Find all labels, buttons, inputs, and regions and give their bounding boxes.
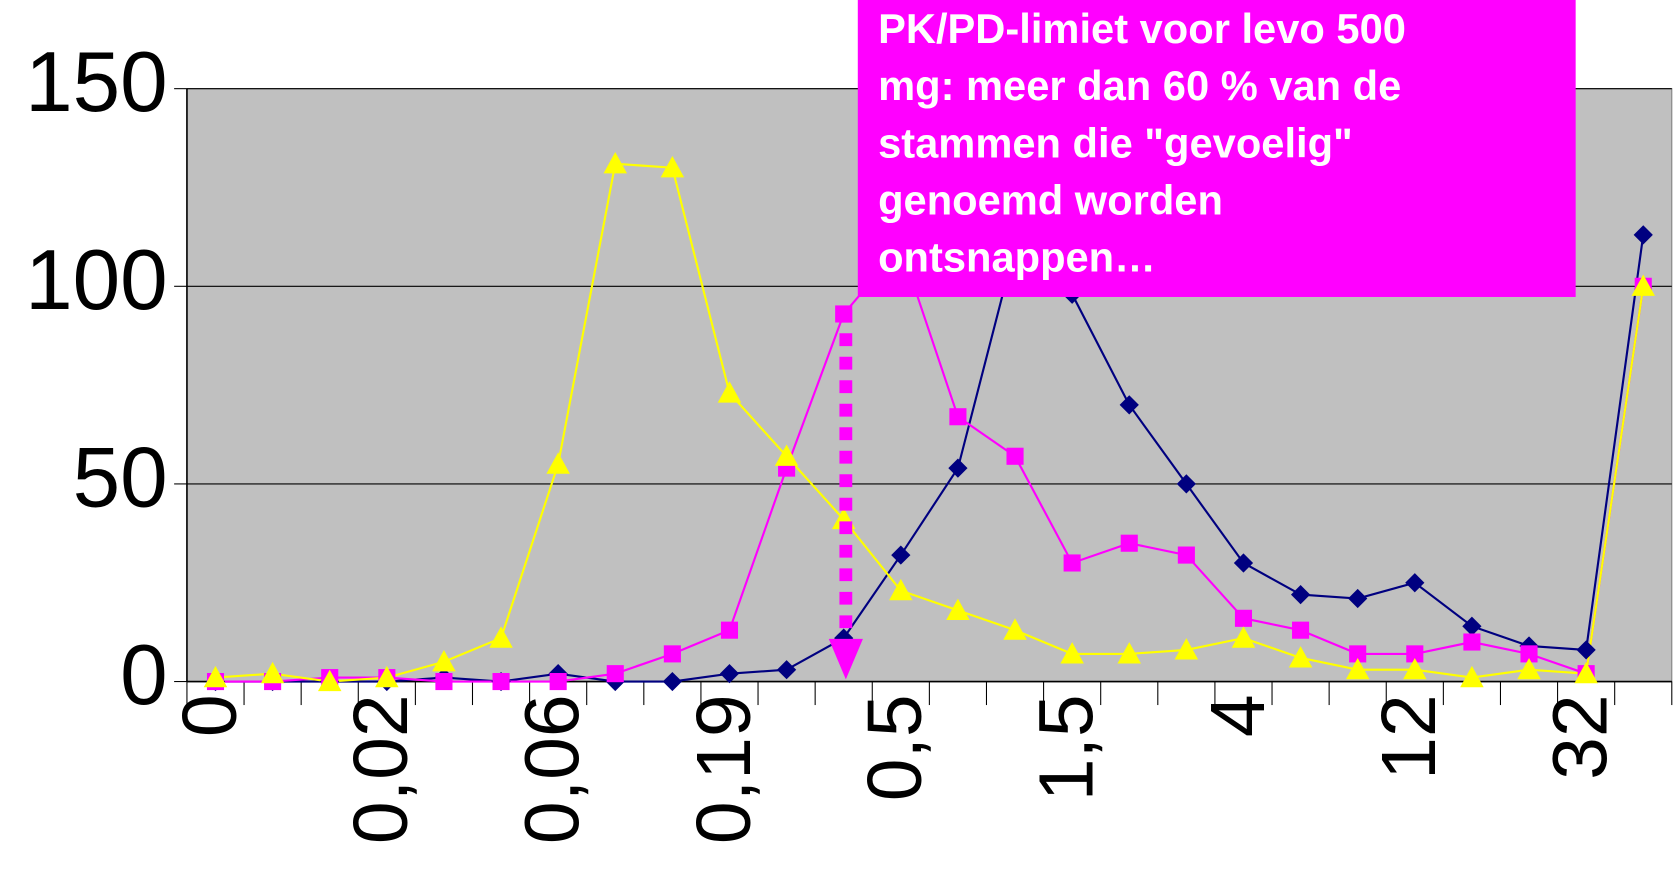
annotation-text: PK/PD-limiet voor levo 500 [878, 5, 1406, 52]
marker [203, 665, 228, 688]
marker [1462, 616, 1482, 636]
x-tick-label: 0,19 [681, 694, 767, 844]
marker [1176, 474, 1196, 494]
marker [375, 665, 399, 688]
marker [891, 545, 911, 565]
marker [774, 444, 799, 466]
annotation-text: mg: meer dan 60 % van de [878, 62, 1401, 109]
y-tick-label: 100 [25, 233, 168, 328]
marker [1119, 395, 1139, 415]
marker [606, 665, 624, 683]
marker [1633, 225, 1653, 245]
annotation-text: ontsnappen… [878, 234, 1156, 281]
marker [1006, 447, 1024, 465]
marker [719, 664, 740, 684]
marker [260, 661, 285, 684]
marker [1234, 609, 1253, 627]
marker [317, 669, 342, 692]
marker [1063, 554, 1081, 572]
marker [1177, 546, 1195, 564]
x-tick-label: 12 [1366, 694, 1452, 780]
marker [1406, 645, 1424, 663]
marker [946, 598, 970, 621]
marker [1576, 640, 1596, 660]
marker [948, 458, 968, 478]
marker [432, 650, 456, 672]
marker [1231, 626, 1256, 648]
y-tick-label: 50 [73, 431, 168, 526]
marker [1517, 657, 1541, 680]
x-tick-label: 4 [1195, 694, 1281, 737]
marker [603, 152, 628, 174]
marker [1574, 661, 1598, 684]
marker [889, 578, 913, 601]
marker [489, 626, 513, 648]
marker [1405, 573, 1425, 593]
x-tick-label: 1,5 [1023, 694, 1109, 801]
annotation-text: genoemd worden [878, 177, 1223, 224]
marker [949, 408, 967, 426]
marker [1174, 638, 1199, 660]
x-tick-label: 0 [167, 694, 253, 737]
annotation-arrowhead [828, 638, 863, 680]
x-tick-label: 0,02 [338, 694, 424, 844]
marker [435, 673, 453, 691]
series-line [215, 244, 1645, 683]
x-tick-label: 0,5 [852, 694, 938, 801]
marker [1460, 665, 1484, 688]
marker [492, 673, 510, 691]
marker [1631, 274, 1655, 296]
marker [717, 381, 742, 403]
marker [1060, 642, 1084, 664]
marker [1288, 646, 1313, 668]
marker [1520, 645, 1538, 663]
annotation-box [857, 0, 1576, 297]
marker [1117, 642, 1142, 664]
marker [1120, 534, 1138, 552]
marker [549, 673, 567, 691]
marker [1290, 584, 1311, 605]
marker [662, 671, 682, 692]
marker [546, 452, 570, 474]
marker [720, 621, 739, 639]
series-line [215, 162, 1645, 683]
marker [1348, 588, 1368, 609]
x-tick-label: 32 [1537, 694, 1623, 780]
marker [1403, 657, 1427, 680]
marker [1003, 618, 1027, 640]
marker [1349, 645, 1367, 663]
marker [660, 155, 685, 178]
marker [663, 645, 681, 663]
y-tick-label: 0 [120, 628, 168, 723]
marker [1345, 657, 1370, 680]
y-tick-label: 150 [25, 35, 168, 130]
annotation-text: stammen die "gevoelig" [878, 119, 1353, 166]
marker [776, 660, 797, 680]
x-tick-label: 0,06 [509, 694, 595, 844]
marker [1463, 633, 1481, 651]
series-line [215, 234, 1645, 683]
marker [1292, 621, 1310, 639]
